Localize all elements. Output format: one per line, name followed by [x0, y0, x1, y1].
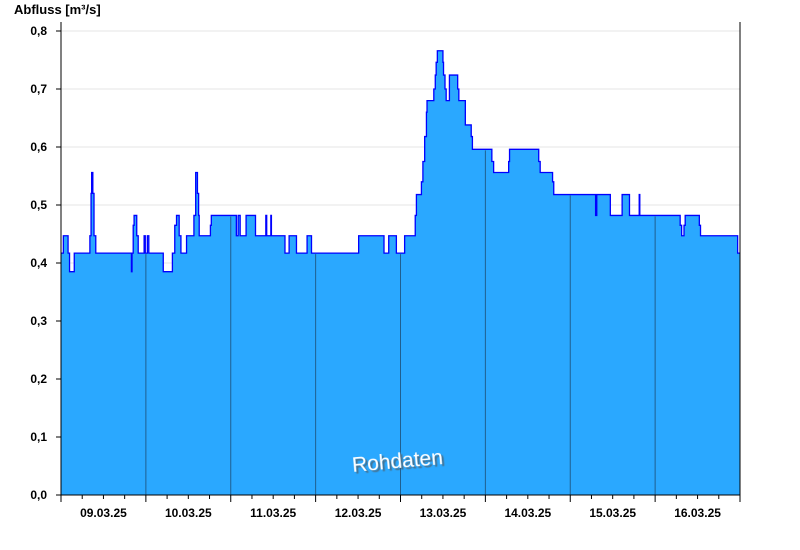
y-tick-label: 0,5 — [30, 198, 47, 212]
y-axis-label: Abfluss [m³/s] — [14, 2, 101, 17]
axes: 0,0 0,1 0,2 0,3 0,4 0,5 0,6 0,7 0,8 09.03.25 10.03… — [30, 22, 741, 520]
y-tick-label: 0,8 — [30, 24, 47, 38]
x-tick-label: 10.03.25 — [165, 506, 212, 520]
y-tick-label: 0,2 — [30, 372, 47, 386]
y-tick-label: 0,1 — [30, 430, 47, 444]
y-tick-label: 0,7 — [30, 82, 47, 96]
discharge-line — [61, 50, 740, 273]
y-tick-label: 0,4 — [30, 256, 47, 270]
x-tick-label: 13.03.25 — [420, 506, 467, 520]
x-tick-label: 15.03.25 — [589, 506, 636, 520]
x-tick-label: 16.03.25 — [674, 506, 721, 520]
day-separator-lines — [145, 150, 656, 495]
x-tick-label: 12.03.25 — [335, 506, 382, 520]
y-tick-label: 0,6 — [30, 140, 47, 154]
y-tick-label: 0,3 — [30, 314, 47, 328]
x-tick-label: 14.03.25 — [504, 506, 551, 520]
x-tick-label: 09.03.25 — [80, 506, 127, 520]
y-tick-label: 0,0 — [30, 488, 47, 502]
x-tick-label: 11.03.25 — [250, 506, 296, 520]
